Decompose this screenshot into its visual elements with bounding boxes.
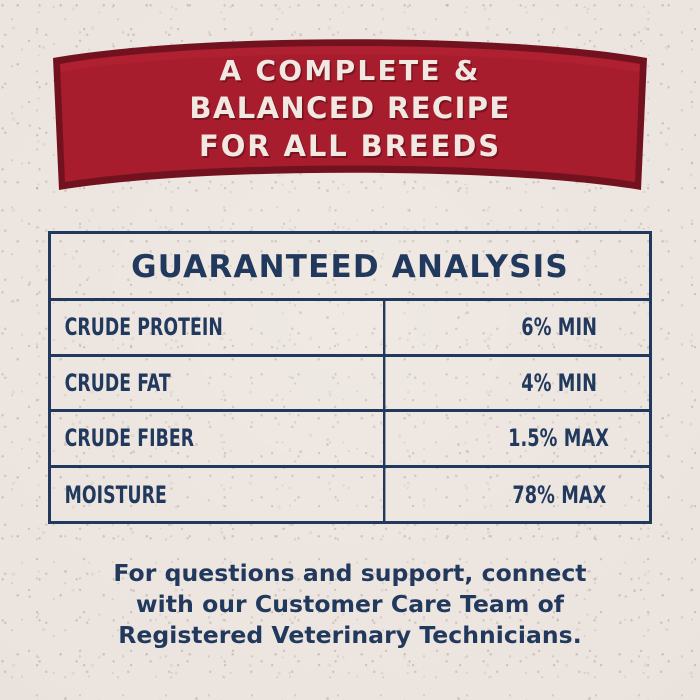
nutrient-label: CRUDE FIBER — [51, 412, 386, 465]
nutrient-label: CRUDE FAT — [51, 356, 386, 409]
headline-banner: A COMPLETE & BALANCED RECIPE FOR ALL BRE… — [44, 30, 656, 200]
nutrient-value: 78% MAX — [469, 468, 649, 523]
nutrient-value: 6% MIN — [469, 301, 649, 354]
nutrient-value: 4% MIN — [469, 357, 649, 410]
nutrient-label: MOISTURE — [51, 467, 386, 523]
guaranteed-analysis-title: GUARANTEED ANALYSIS — [51, 234, 649, 301]
support-note-line-2: with our Customer Care Team of — [135, 589, 565, 618]
nutrient-label: CRUDE PROTEIN — [51, 301, 386, 354]
table-row: CRUDE PROTEIN 6% MIN — [51, 301, 649, 357]
banner-line-1: A COMPLETE & — [219, 54, 481, 87]
nutrient-value-text: 4% MIN — [521, 368, 597, 397]
table-row: MOISTURE 78% MAX — [51, 467, 649, 523]
nutrient-value: 1.5% MAX — [469, 412, 649, 465]
guaranteed-analysis-table: GUARANTEED ANALYSIS CRUDE PROTEIN 6% MIN… — [48, 231, 652, 524]
nutrient-value-text: 1.5% MAX — [508, 424, 610, 453]
customer-support-note: For questions and support, connect with … — [50, 558, 650, 650]
nutrient-value-text: 78% MAX — [511, 481, 607, 509]
support-note-line-1: For questions and support, connect — [113, 559, 587, 587]
ribbon-banner-icon — [53, 39, 647, 190]
banner-headline: A COMPLETE & BALANCED RECIPE FOR ALL BRE… — [44, 53, 656, 166]
nutrient-value-text: 6% MIN — [521, 313, 597, 342]
table-row: CRUDE FIBER 1.5% MAX — [51, 412, 649, 468]
banner-line-3: FOR ALL BREEDS — [198, 128, 501, 163]
banner-line-2: BALANCED RECIPE — [189, 90, 511, 125]
support-note-line-3: Registered Veterinary Technicians. — [118, 620, 582, 649]
table-row: CRUDE FAT 4% MIN — [51, 356, 649, 412]
